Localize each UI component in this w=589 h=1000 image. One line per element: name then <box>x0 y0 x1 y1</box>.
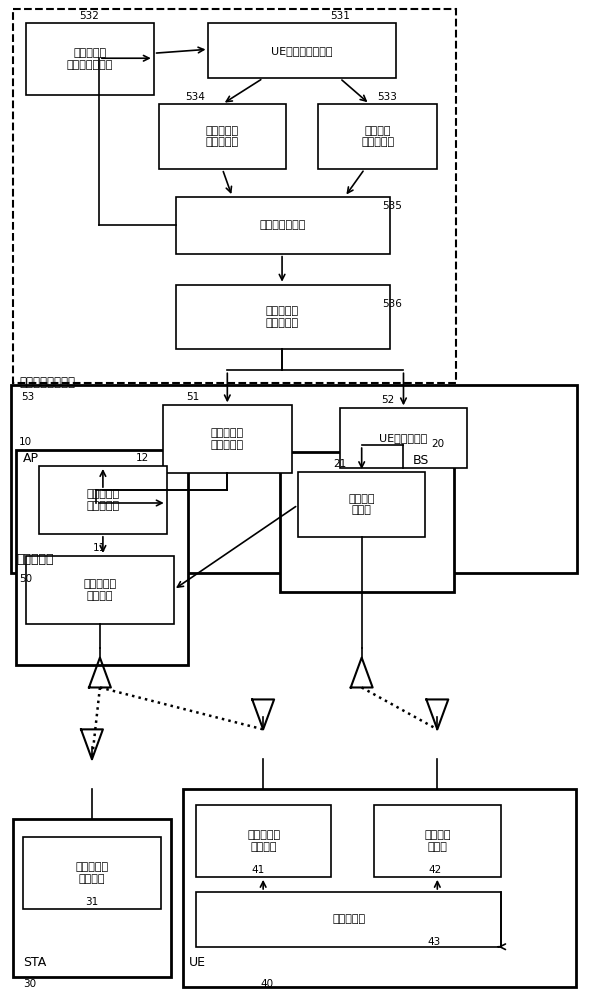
Text: 43: 43 <box>428 937 441 947</box>
Text: 30: 30 <box>24 979 37 989</box>
Text: 线路和参数确定部: 线路和参数确定部 <box>19 376 75 389</box>
Text: 非许可频带
参数临时确定部: 非许可频带 参数临时确定部 <box>67 48 113 70</box>
Text: UE线路临时确定部: UE线路临时确定部 <box>271 46 333 56</box>
Bar <box>14 9 456 383</box>
Text: 线路和参数
最终确定部: 线路和参数 最终确定部 <box>266 306 299 328</box>
Text: 21: 21 <box>333 459 346 469</box>
Bar <box>209 23 396 78</box>
Bar <box>27 23 154 95</box>
Bar <box>280 452 454 592</box>
Text: 20: 20 <box>431 439 445 449</box>
Bar <box>197 805 331 877</box>
Text: 许可频带
通信部: 许可频带 通信部 <box>424 830 451 852</box>
Text: 非许可频带
参数変更部: 非许可频带 参数変更部 <box>87 489 120 511</box>
Text: 52: 52 <box>381 395 394 405</box>
Bar <box>373 805 501 877</box>
Text: UE线路指示部: UE线路指示部 <box>379 433 428 443</box>
Bar <box>183 789 575 987</box>
Text: 531: 531 <box>330 11 350 21</box>
Bar <box>39 466 167 534</box>
Text: 非许可频带
带通信部: 非许可频带 带通信部 <box>247 830 280 852</box>
Text: 线路变更部: 线路变更部 <box>332 914 365 924</box>
Bar <box>197 892 501 947</box>
Text: 非许可频带
带通信部: 非许可频带 带通信部 <box>75 862 108 884</box>
Bar <box>14 819 171 977</box>
Text: 534: 534 <box>186 92 206 102</box>
Text: 533: 533 <box>378 92 398 102</box>
Text: 12: 12 <box>136 453 150 463</box>
Text: 10: 10 <box>19 437 32 447</box>
Text: 许可频带
质量估计部: 许可频带 质量估计部 <box>361 126 394 147</box>
Text: 536: 536 <box>383 299 402 309</box>
Bar <box>298 472 425 537</box>
Text: 许可频带
通信部: 许可频带 通信部 <box>349 494 375 515</box>
Text: UE: UE <box>188 956 206 969</box>
Text: 非许可频带
参数指示部: 非许可频带 参数指示部 <box>211 428 244 450</box>
Text: 40: 40 <box>260 979 273 989</box>
Bar <box>176 285 389 349</box>
Text: 11: 11 <box>93 543 107 553</box>
Text: 51: 51 <box>186 392 199 402</box>
Bar <box>11 385 577 573</box>
Text: 535: 535 <box>383 201 402 211</box>
Text: 非许可频带
质量估计部: 非许可频带 质量估计部 <box>206 126 239 147</box>
Text: 53: 53 <box>21 392 35 402</box>
Text: STA: STA <box>24 956 47 969</box>
Text: 非许可频带
带通信部: 非许可频带 带通信部 <box>84 579 117 601</box>
Text: AP: AP <box>24 452 39 465</box>
Bar <box>24 837 161 909</box>
Text: BS: BS <box>413 454 429 467</box>
Text: 532: 532 <box>79 11 99 21</box>
Text: 42: 42 <box>429 865 442 875</box>
Text: 50: 50 <box>19 574 32 584</box>
Bar <box>163 405 292 473</box>
Bar <box>176 197 389 254</box>
Bar <box>16 450 187 665</box>
Text: 系统容量计算部: 系统容量计算部 <box>259 220 306 230</box>
Bar <box>27 556 174 624</box>
Bar <box>340 408 467 468</box>
Text: 41: 41 <box>252 865 265 875</box>
Text: 管理服务器: 管理服务器 <box>16 553 54 566</box>
Text: 31: 31 <box>85 897 98 907</box>
Bar <box>318 104 437 169</box>
Bar <box>158 104 286 169</box>
